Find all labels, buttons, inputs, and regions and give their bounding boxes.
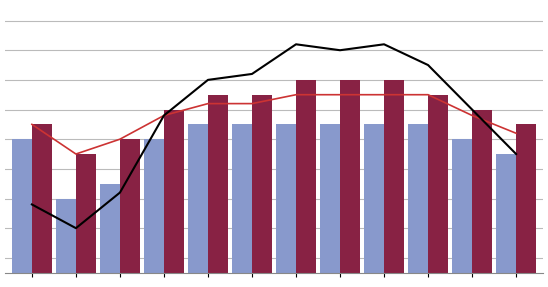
Bar <box>408 124 428 287</box>
Bar <box>164 110 184 287</box>
Bar <box>384 80 404 287</box>
Bar <box>144 139 164 287</box>
Bar <box>12 139 32 287</box>
Bar <box>428 95 448 287</box>
Bar <box>100 184 120 287</box>
Bar <box>516 124 536 287</box>
Bar <box>120 139 140 287</box>
Bar <box>208 95 228 287</box>
Bar <box>364 124 384 287</box>
Bar <box>320 124 340 287</box>
Bar <box>276 124 296 287</box>
Bar <box>340 80 360 287</box>
Bar <box>188 124 208 287</box>
Bar <box>452 139 472 287</box>
Bar <box>496 154 516 287</box>
Bar <box>472 110 492 287</box>
Bar <box>76 154 96 287</box>
Bar <box>252 95 272 287</box>
Bar <box>56 199 76 287</box>
Bar <box>32 124 52 287</box>
Bar <box>296 80 316 287</box>
Bar <box>232 124 252 287</box>
